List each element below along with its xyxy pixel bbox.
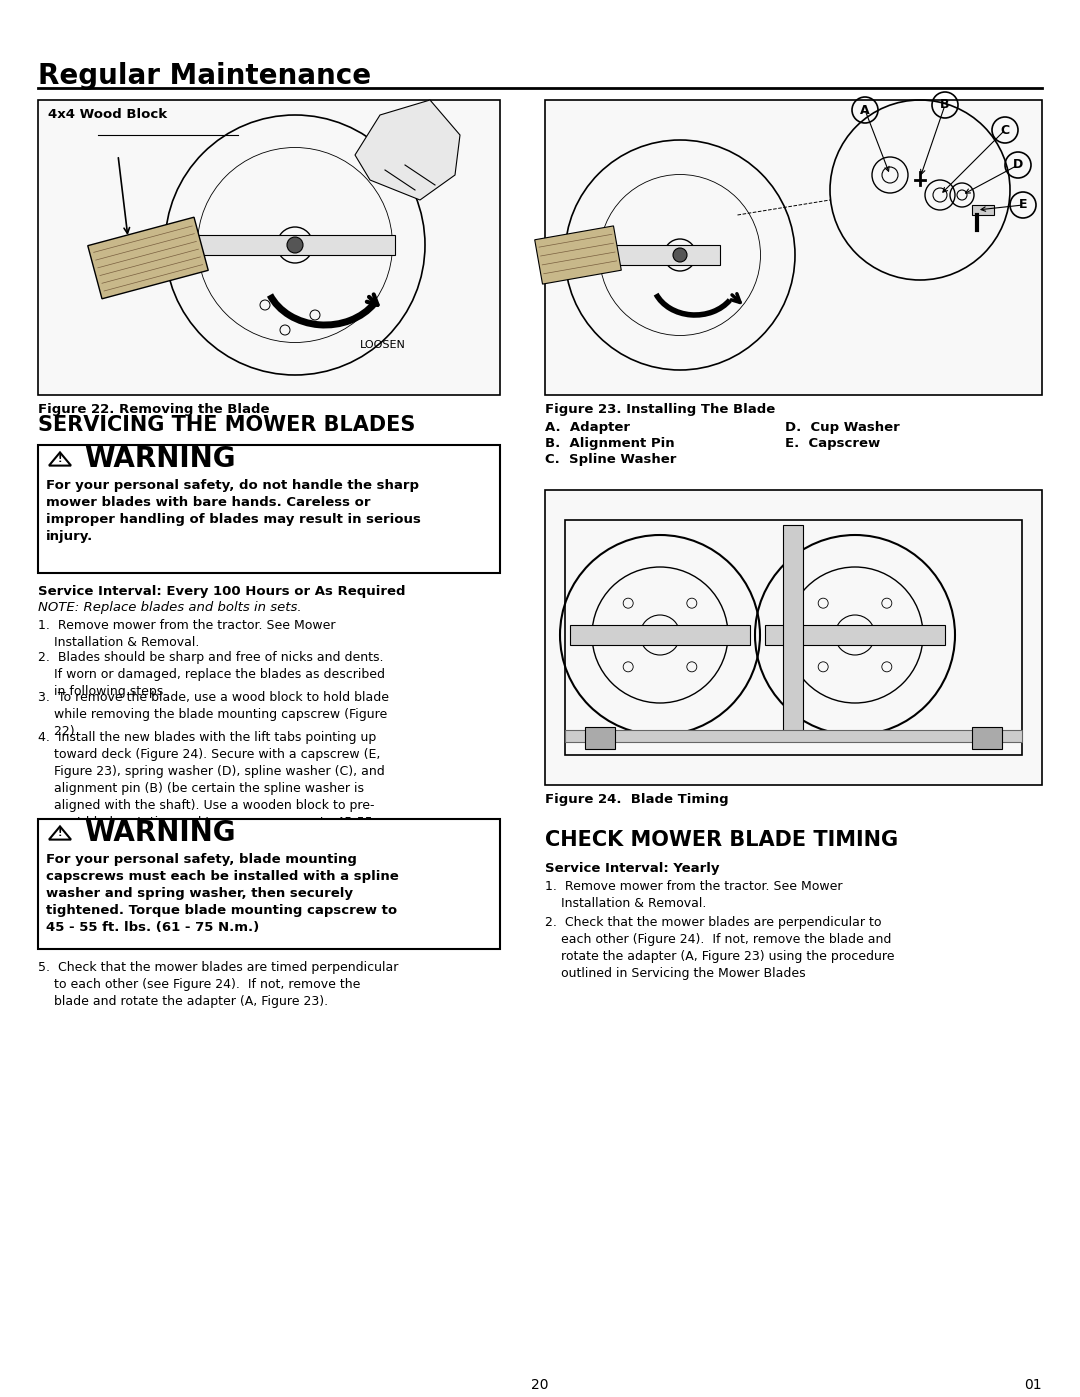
Text: E: E	[1018, 198, 1027, 211]
Bar	[550, 244, 720, 265]
Bar	[545, 101, 1042, 395]
Text: A.  Adapter: A. Adapter	[545, 420, 630, 434]
Text: D: D	[1013, 158, 1023, 172]
Text: Figure 22. Removing the Blade: Figure 22. Removing the Blade	[38, 402, 270, 416]
Text: 4.  Install the new blades with the lift tabs pointing up
    toward deck (Figur: 4. Install the new blades with the lift …	[38, 731, 384, 847]
Text: 01: 01	[1024, 1377, 1042, 1391]
Text: WARNING: WARNING	[84, 819, 235, 847]
Text: Figure 23. Installing The Blade: Figure 23. Installing The Blade	[545, 402, 775, 416]
Text: WARNING: WARNING	[84, 446, 235, 474]
Text: LOOSEN: LOOSEN	[360, 339, 406, 351]
Polygon shape	[49, 453, 71, 465]
Polygon shape	[49, 827, 71, 840]
Text: 3.  To remove the blade, use a wood block to hold blade
    while removing the b: 3. To remove the blade, use a wood block…	[38, 692, 389, 738]
Text: !: !	[57, 828, 63, 838]
Bar	[565, 731, 1022, 742]
Text: Regular Maintenance: Regular Maintenance	[38, 61, 372, 89]
Text: Service Interval: Yearly: Service Interval: Yearly	[545, 862, 719, 875]
Circle shape	[673, 249, 687, 263]
Bar	[570, 624, 750, 645]
Text: 2.  Blades should be sharp and free of nicks and dents.
    If worn or damaged, : 2. Blades should be sharp and free of ni…	[38, 651, 384, 698]
Text: SERVICING THE MOWER BLADES: SERVICING THE MOWER BLADES	[38, 415, 416, 434]
Bar	[972, 726, 1002, 749]
Text: 1.  Remove mower from the tractor. See Mower
    Installation & Removal.: 1. Remove mower from the tractor. See Mo…	[38, 619, 336, 650]
Bar	[585, 726, 615, 749]
Polygon shape	[535, 226, 621, 284]
Text: B.  Alignment Pin: B. Alignment Pin	[545, 437, 675, 450]
Text: D.  Cup Washer: D. Cup Washer	[785, 420, 900, 434]
Polygon shape	[355, 101, 460, 200]
Bar	[38, 101, 500, 395]
Text: Figure 24.  Blade Timing: Figure 24. Blade Timing	[545, 793, 729, 806]
Bar	[38, 446, 500, 573]
Text: !: !	[57, 454, 63, 464]
Bar	[38, 819, 500, 949]
Text: For your personal safety, blade mounting
capscrews must each be installed with a: For your personal safety, blade mounting…	[46, 854, 399, 935]
Bar	[545, 490, 1042, 785]
Text: 20: 20	[531, 1377, 549, 1391]
Text: NOTE: Replace blades and bolts in sets.: NOTE: Replace blades and bolts in sets.	[38, 601, 301, 615]
Text: B: B	[941, 99, 949, 112]
Text: C.  Spline Washer: C. Spline Washer	[545, 453, 676, 467]
Text: 4x4 Wood Block: 4x4 Wood Block	[48, 108, 167, 122]
Text: C: C	[1000, 123, 1010, 137]
Text: A: A	[860, 103, 869, 116]
Circle shape	[287, 237, 303, 253]
Bar	[765, 624, 945, 645]
Bar	[565, 520, 1022, 754]
Polygon shape	[87, 217, 208, 299]
Text: 1.  Remove mower from the tractor. See Mower
    Installation & Removal.: 1. Remove mower from the tractor. See Mo…	[545, 880, 842, 909]
Text: For your personal safety, do not handle the sharp
mower blades with bare hands. : For your personal safety, do not handle …	[46, 479, 421, 543]
Text: 5.  Check that the mower blades are timed perpendicular
    to each other (see F: 5. Check that the mower blades are timed…	[38, 961, 399, 1009]
Text: Service Interval: Every 100 Hours or As Required: Service Interval: Every 100 Hours or As …	[38, 585, 405, 598]
Text: E.  Capscrew: E. Capscrew	[785, 437, 880, 450]
Bar	[195, 235, 395, 256]
Bar	[783, 525, 804, 740]
Text: CHECK MOWER BLADE TIMING: CHECK MOWER BLADE TIMING	[545, 830, 899, 849]
Text: 2.  Check that the mower blades are perpendicular to
    each other (Figure 24).: 2. Check that the mower blades are perpe…	[545, 916, 894, 981]
Bar	[972, 205, 994, 215]
